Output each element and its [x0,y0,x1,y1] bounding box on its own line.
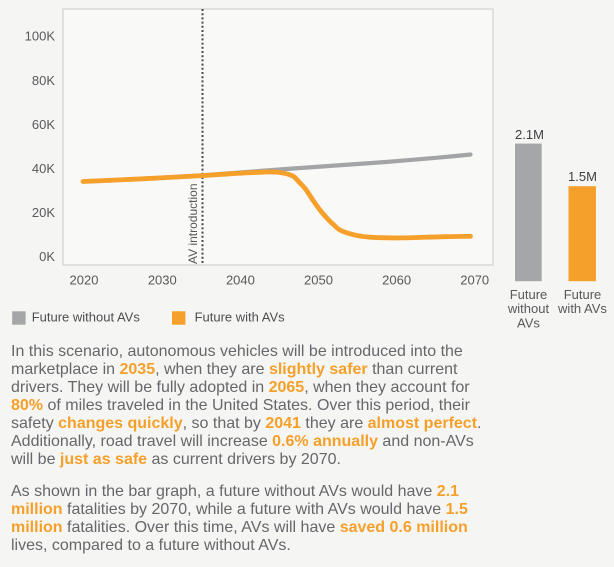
svg-text:2040: 2040 [226,273,255,288]
svg-text:2050: 2050 [304,273,333,288]
svg-text:100K: 100K [25,29,56,44]
svg-text:Future with AVs: Future with AVs [195,309,286,324]
svg-text:2060: 2060 [382,273,411,288]
svg-text:2020: 2020 [70,273,99,288]
svg-text:60K: 60K [32,117,55,132]
svg-text:40K: 40K [32,161,55,176]
svg-text:1.5M: 1.5M [568,169,597,184]
svg-text:2030: 2030 [148,273,177,288]
svg-text:20K: 20K [32,205,55,220]
svg-text:2070: 2070 [460,273,489,288]
svg-text:2.1M: 2.1M [515,127,544,142]
svg-text:0K: 0K [39,249,55,264]
svg-text:Future without AVs: Future without AVs [32,309,141,324]
svg-text:AV introduction: AV introduction [186,184,200,265]
svg-text:80K: 80K [32,73,55,88]
